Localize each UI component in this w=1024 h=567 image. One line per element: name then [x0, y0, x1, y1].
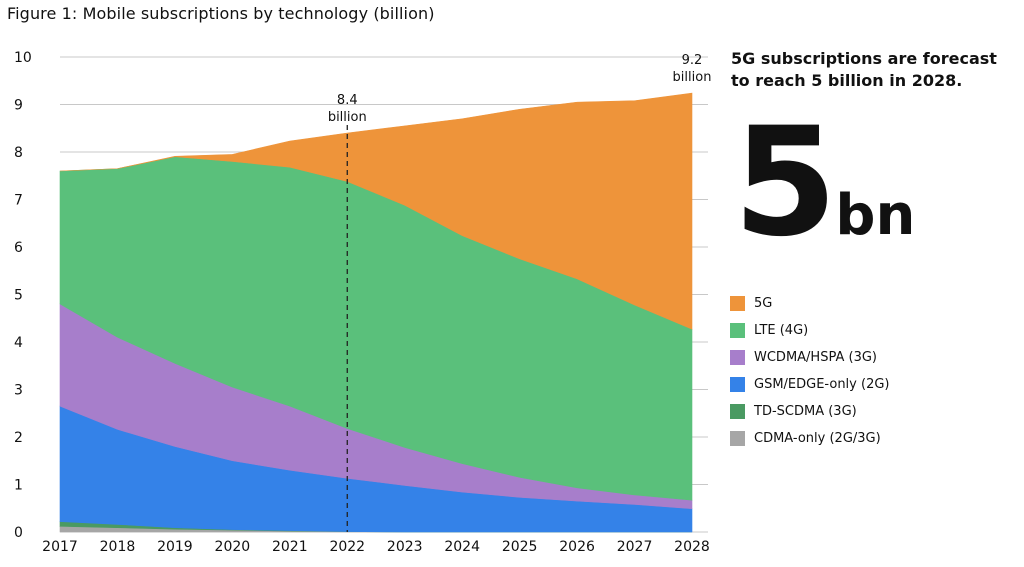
legend-item-lte-4g: LTE (4G) — [730, 317, 889, 344]
y-tick-label: 0 — [14, 525, 23, 541]
y-tick-label: 2 — [14, 430, 23, 446]
legend-label: GSM/EDGE-only (2G) — [754, 377, 890, 392]
x-tick-label: 2026 — [559, 539, 595, 555]
legend-label: LTE (4G) — [754, 323, 809, 338]
x-tick-label: 2019 — [157, 539, 193, 555]
y-tick-label: 6 — [14, 240, 23, 256]
legend-swatch — [730, 350, 745, 365]
x-tick-label: 2020 — [215, 539, 251, 555]
legend-label: 5G — [754, 296, 773, 311]
x-tick-label: 2018 — [100, 539, 136, 555]
x-tick-label: 2024 — [444, 539, 480, 555]
legend-swatch — [730, 404, 745, 419]
legend-label: TD-SCDMA (3G) — [754, 404, 857, 419]
y-tick-label: 4 — [14, 335, 23, 351]
x-tick-label: 2023 — [387, 539, 423, 555]
x-tick-label: 2027 — [617, 539, 653, 555]
x-tick-label: 2017 — [42, 539, 78, 555]
y-tick-label: 9 — [14, 98, 23, 114]
big-number-callout: 5bn — [733, 108, 915, 258]
figure-title: Figure 1: Mobile subscriptions by techno… — [7, 4, 435, 23]
x-tick-label: 2022 — [329, 539, 365, 555]
y-tick-label: 5 — [14, 288, 23, 304]
x-tick-label: 2021 — [272, 539, 308, 555]
legend-item-5g: 5G — [730, 290, 889, 317]
legend-swatch — [730, 377, 745, 392]
y-tick-label: 10 — [14, 50, 32, 66]
annotations: 8.4 billion 9.2 billion — [328, 53, 712, 532]
legend-item-gsm-edge-only-2g: GSM/EDGE-only (2G) — [730, 371, 889, 398]
annotation-label: 9.2 billion — [673, 53, 712, 85]
big-number-unit: bn — [835, 183, 916, 248]
legend: 5G LTE (4G) WCDMA/HSPA (3G) GSM/EDGE-only (… — [730, 290, 889, 452]
legend-item-cdma-only-2g-3g: CDMA-only (2G/3G) — [730, 425, 889, 452]
legend-label: WCDMA/HSPA (3G) — [754, 350, 877, 365]
area-5g — [59, 92, 693, 330]
y-tick-label: 8 — [14, 145, 23, 161]
y-tick-label: 7 — [14, 193, 23, 209]
x-tick-label: 2025 — [502, 539, 538, 555]
annotation-label: 8.4 billion — [328, 93, 367, 125]
legend-item-wcdma-hspa-3g: WCDMA/HSPA (3G) — [730, 344, 889, 371]
legend-label: CDMA-only (2G/3G) — [754, 431, 881, 446]
area-series — [59, 92, 693, 533]
y-tick-label: 1 — [14, 478, 23, 494]
big-number-value: 5 — [733, 96, 837, 270]
x-tick-label: 2028 — [674, 539, 710, 555]
headline-text: 5G subscriptions are forecast to reach 5… — [731, 49, 997, 90]
legend-swatch — [730, 431, 745, 446]
legend-swatch — [730, 323, 745, 338]
y-tick-label: 3 — [14, 383, 23, 399]
legend-swatch — [730, 296, 745, 311]
legend-item-td-scdma-3g: TD-SCDMA (3G) — [730, 398, 889, 425]
axes: 0 1 2 3 4 5 6 7 8 9 10 2017 2018 2019 2020 2021 2022 2023… — [14, 50, 710, 555]
